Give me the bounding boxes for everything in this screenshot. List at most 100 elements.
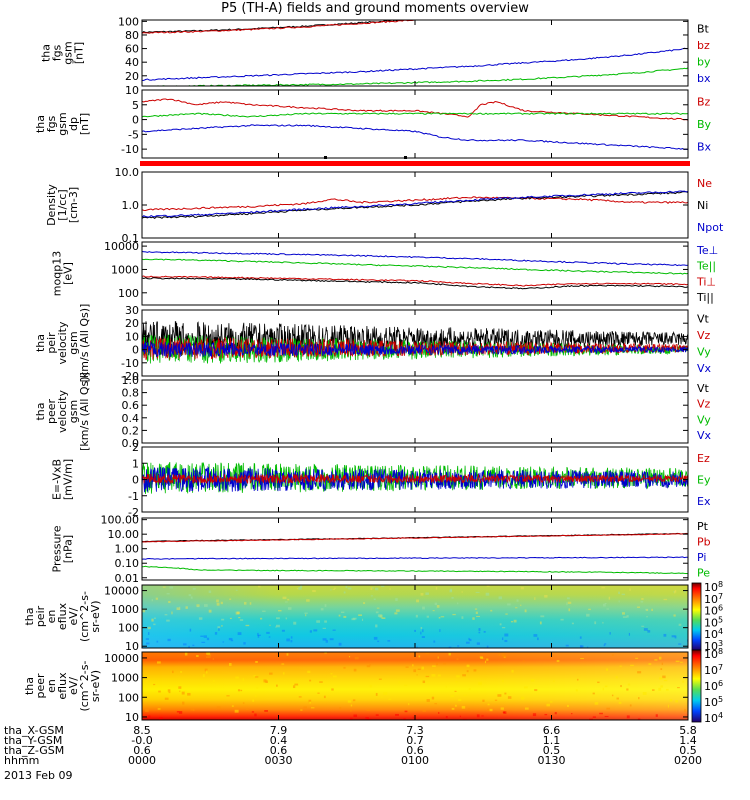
legend-Bt: Bt (697, 22, 710, 35)
legend-Vx: Vx (697, 362, 712, 375)
ylabel-line: tha (23, 607, 36, 625)
panel-temperature: 10000 1000 100 (104, 240, 689, 306)
legend-Pt: Pt (697, 520, 709, 533)
series-bz (142, 20, 422, 34)
ytick-label: 1.0 (122, 199, 140, 212)
ylabel-line: gsm (56, 112, 69, 135)
ytick-label: 60 (125, 43, 139, 56)
ytick-label: 1.0 (122, 374, 140, 387)
series-Bx (142, 124, 688, 151)
legend-Pe: Pe (697, 566, 710, 579)
xaxis-row-value: 0.6 (270, 744, 288, 757)
legend-Pb: Pb (697, 535, 711, 548)
ytick-label: 10000 (104, 652, 139, 665)
ylabel-line: Pressure (51, 525, 64, 572)
ytick-label: -20 (121, 370, 139, 383)
ytick-label: 100 (118, 691, 139, 704)
ytick-label: 1000 (111, 263, 139, 276)
legend-by: by (697, 55, 711, 68)
xaxis-row-value: 7.9 (270, 724, 288, 737)
colorbar-tick: 105 (704, 695, 723, 709)
ytick-label: -10 (121, 143, 139, 156)
ylabel-line: Density (45, 184, 58, 226)
ylabel-line: tha (34, 402, 47, 420)
ylabel-line: en (45, 610, 58, 624)
legend-Ez: Ez (697, 452, 710, 465)
legend-Ey: Ey (697, 474, 711, 487)
ylabel-line: en (45, 679, 58, 693)
ytick-label: -10 (121, 357, 139, 370)
ylabel-line: (cm^2-s- (78, 661, 91, 712)
spectrogram-shade (142, 652, 688, 720)
series-Pb (142, 533, 688, 543)
ytick-label: -5 (128, 128, 139, 141)
ytick-label: 100 (118, 622, 139, 635)
ylabel-line: eflux (56, 602, 69, 630)
ylabel-line: sr-eV) (89, 670, 102, 702)
ylabel-line: peer (45, 399, 58, 425)
xaxis-row-value: 0200 (674, 754, 702, 767)
xaxis-row-value: 0.4 (270, 734, 288, 747)
ytick-label: 0.01 (115, 572, 140, 585)
series-Ti⊥ (142, 275, 688, 287)
xaxis-row-value: 1.1 (543, 734, 561, 747)
series-Te⊥ (142, 251, 688, 267)
legend-Npot: Npot (697, 221, 724, 234)
legend-Vt: Vt (697, 382, 710, 395)
series-Ni (142, 191, 688, 220)
series-Pe (142, 565, 688, 575)
panel-frame (141, 241, 689, 306)
xaxis-row-value: 7.3 (406, 724, 424, 737)
ytick-label: 0.1 (122, 232, 140, 245)
chart-title: P5 (TH-A) fields and ground moments over… (221, 1, 529, 16)
legend-bz: bz (697, 39, 710, 52)
panel-fgs_gsm_dp: 10 5 0-5 -10 (121, 84, 689, 159)
ylabel-line: velocity (56, 390, 69, 433)
ylabel-line: [nT] (73, 42, 86, 64)
data-quality-marker (324, 156, 327, 159)
legend-Ti⊥: Ti⊥ (696, 275, 716, 288)
series-Te|| (142, 258, 688, 275)
xaxis-row-label: tha_X-GSM (4, 724, 64, 737)
series-Ez (142, 473, 688, 485)
ytick-label: 0.2 (122, 424, 140, 437)
ylabel-line: gsm (62, 41, 75, 64)
xaxis-row-value: 0.5 (679, 744, 697, 757)
ylabel-line: E=-VxB (51, 459, 64, 500)
ytick-label: 1.00 (115, 543, 140, 556)
panel-peer_velocity: 1.00.80.60.40.20.0 (122, 374, 689, 450)
ylabel-line: peer (34, 673, 47, 699)
legend-Vt: Vt (697, 312, 710, 325)
legend-Pi: Pi (697, 551, 706, 564)
ytick-label: -1 (128, 490, 139, 503)
colorbar-tick: 107 (704, 663, 723, 677)
ylabel-line: gsm (67, 331, 80, 354)
xaxis-row-label: hhmm (4, 754, 39, 767)
ytick-label: 0.6 (122, 399, 140, 412)
panel-peer_en_eflux: 108 107 106 105 104 10000 1000 100 10 (104, 647, 723, 725)
colorbar-tick: 108 (704, 647, 723, 661)
date-label: 2013 Feb 09 (4, 769, 73, 782)
ytick-label: 10000 (104, 240, 139, 253)
ytick-label: 0.4 (122, 412, 140, 425)
ylabel-line: [cm-3] (67, 187, 80, 223)
panel-density: 10.0 1.0 0.1 (115, 166, 689, 245)
colorbar (691, 649, 702, 723)
spectrogram-texture (142, 585, 688, 648)
series-Ti|| (142, 277, 688, 290)
ytick-label: 0.8 (122, 387, 140, 400)
colorbar (691, 582, 702, 651)
ytick-label: 100.00 (101, 514, 140, 527)
ytick-label: 10 (125, 84, 139, 97)
series-Npot (142, 190, 688, 218)
ytick-label: 5 (132, 99, 139, 112)
series-Bz (142, 98, 688, 121)
ytick-label: 30 (125, 304, 139, 317)
legend-bx: bx (697, 72, 711, 85)
legend-Ex: Ex (697, 495, 711, 508)
xaxis-row-value: -0.0 (131, 734, 152, 747)
xaxis-row-value: 6.6 (543, 724, 561, 737)
